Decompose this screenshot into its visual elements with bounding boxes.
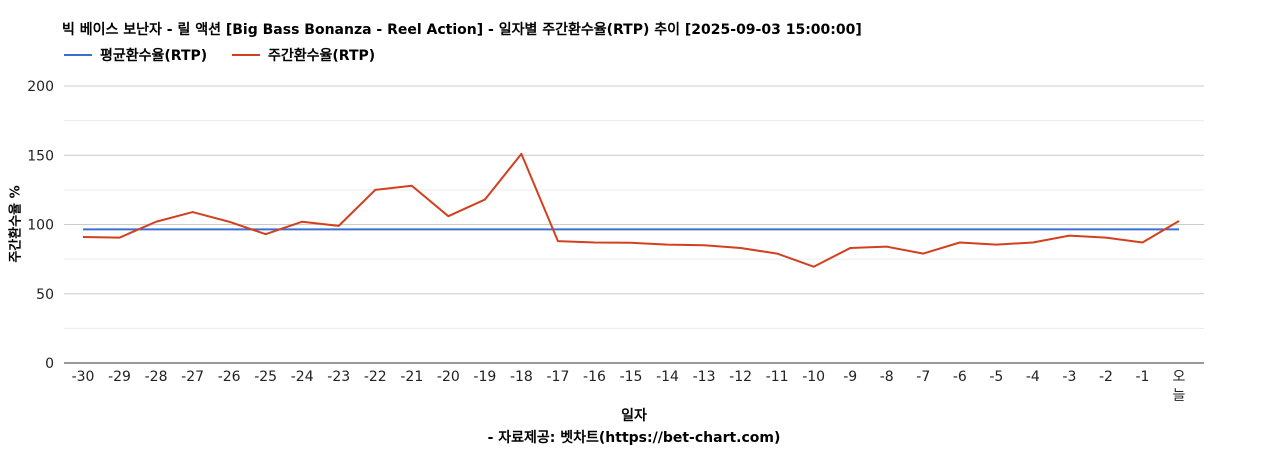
x-tick-label: -13 xyxy=(693,369,716,385)
x-tick-label: -2 xyxy=(1099,369,1113,385)
legend-item-average-rtp[interactable]: 평균환수율(RTP) xyxy=(64,45,207,65)
x-tick-label: -28 xyxy=(145,369,168,385)
x-tick-label: -25 xyxy=(254,369,277,385)
x-tick-label: -20 xyxy=(437,369,460,385)
x-tick-label: -23 xyxy=(327,369,350,385)
x-tick-label: -16 xyxy=(583,369,606,385)
y-tick-label: 50 xyxy=(36,287,54,303)
y-tick-label: 0 xyxy=(45,356,54,372)
x-tick-label: -7 xyxy=(916,369,930,385)
x-tick-label: -3 xyxy=(1062,369,1076,385)
x-tick-label: -10 xyxy=(802,369,825,385)
legend-item-weekly-rtp[interactable]: 주간환수율(RTP) xyxy=(232,45,375,65)
x-tick-label: -1 xyxy=(1135,369,1149,385)
x-tick-label: -18 xyxy=(510,369,533,385)
x-tick-label: -29 xyxy=(108,369,131,385)
x-tick-label: -11 xyxy=(766,369,789,385)
x-tick-label: -27 xyxy=(181,369,204,385)
x-tick-label: -12 xyxy=(729,369,752,385)
y-axis-title: 주간환수율 % xyxy=(8,185,24,263)
chart-title: 빅 베이스 보난자 - 릴 액션 [Big Bass Bonanza - Ree… xyxy=(62,22,862,38)
x-axis-title: 일자 xyxy=(621,408,647,424)
x-tick-label: -9 xyxy=(843,369,857,385)
x-tick-label: -4 xyxy=(1026,369,1040,385)
x-tick-label: -6 xyxy=(953,369,967,385)
x-tick-label: -5 xyxy=(989,369,1003,385)
x-tick-label: -24 xyxy=(291,369,314,385)
x-tick-label: -14 xyxy=(656,369,679,385)
source-credit: - 자료제공: 벳차트(https://bet-chart.com) xyxy=(487,430,781,446)
x-tick-label: 오 xyxy=(1173,369,1186,385)
x-tick-label: -17 xyxy=(546,369,569,385)
y-tick-label: 150 xyxy=(27,148,54,164)
legend-label-average-rtp: 평균환수율(RTP) xyxy=(100,48,208,64)
x-tick-label: -15 xyxy=(620,369,643,385)
legend-swatch-average-rtp xyxy=(64,54,92,56)
x-tick-label: -19 xyxy=(473,369,496,385)
x-tick-label: -21 xyxy=(400,369,423,385)
x-tick-label: -30 xyxy=(72,369,95,385)
series-line-weekly-rtp xyxy=(82,152,1180,268)
x-tick-label: -26 xyxy=(218,369,241,385)
y-tick-label: 200 xyxy=(27,79,54,95)
legend-label-weekly-rtp: 주간환수율(RTP) xyxy=(268,48,376,64)
x-tick-label-line2: 늘 xyxy=(1173,388,1186,404)
legend-swatch-weekly-rtp xyxy=(232,54,260,56)
x-tick-label: -22 xyxy=(364,369,387,385)
x-tick-label: -8 xyxy=(880,369,894,385)
y-tick-label: 100 xyxy=(27,218,54,234)
